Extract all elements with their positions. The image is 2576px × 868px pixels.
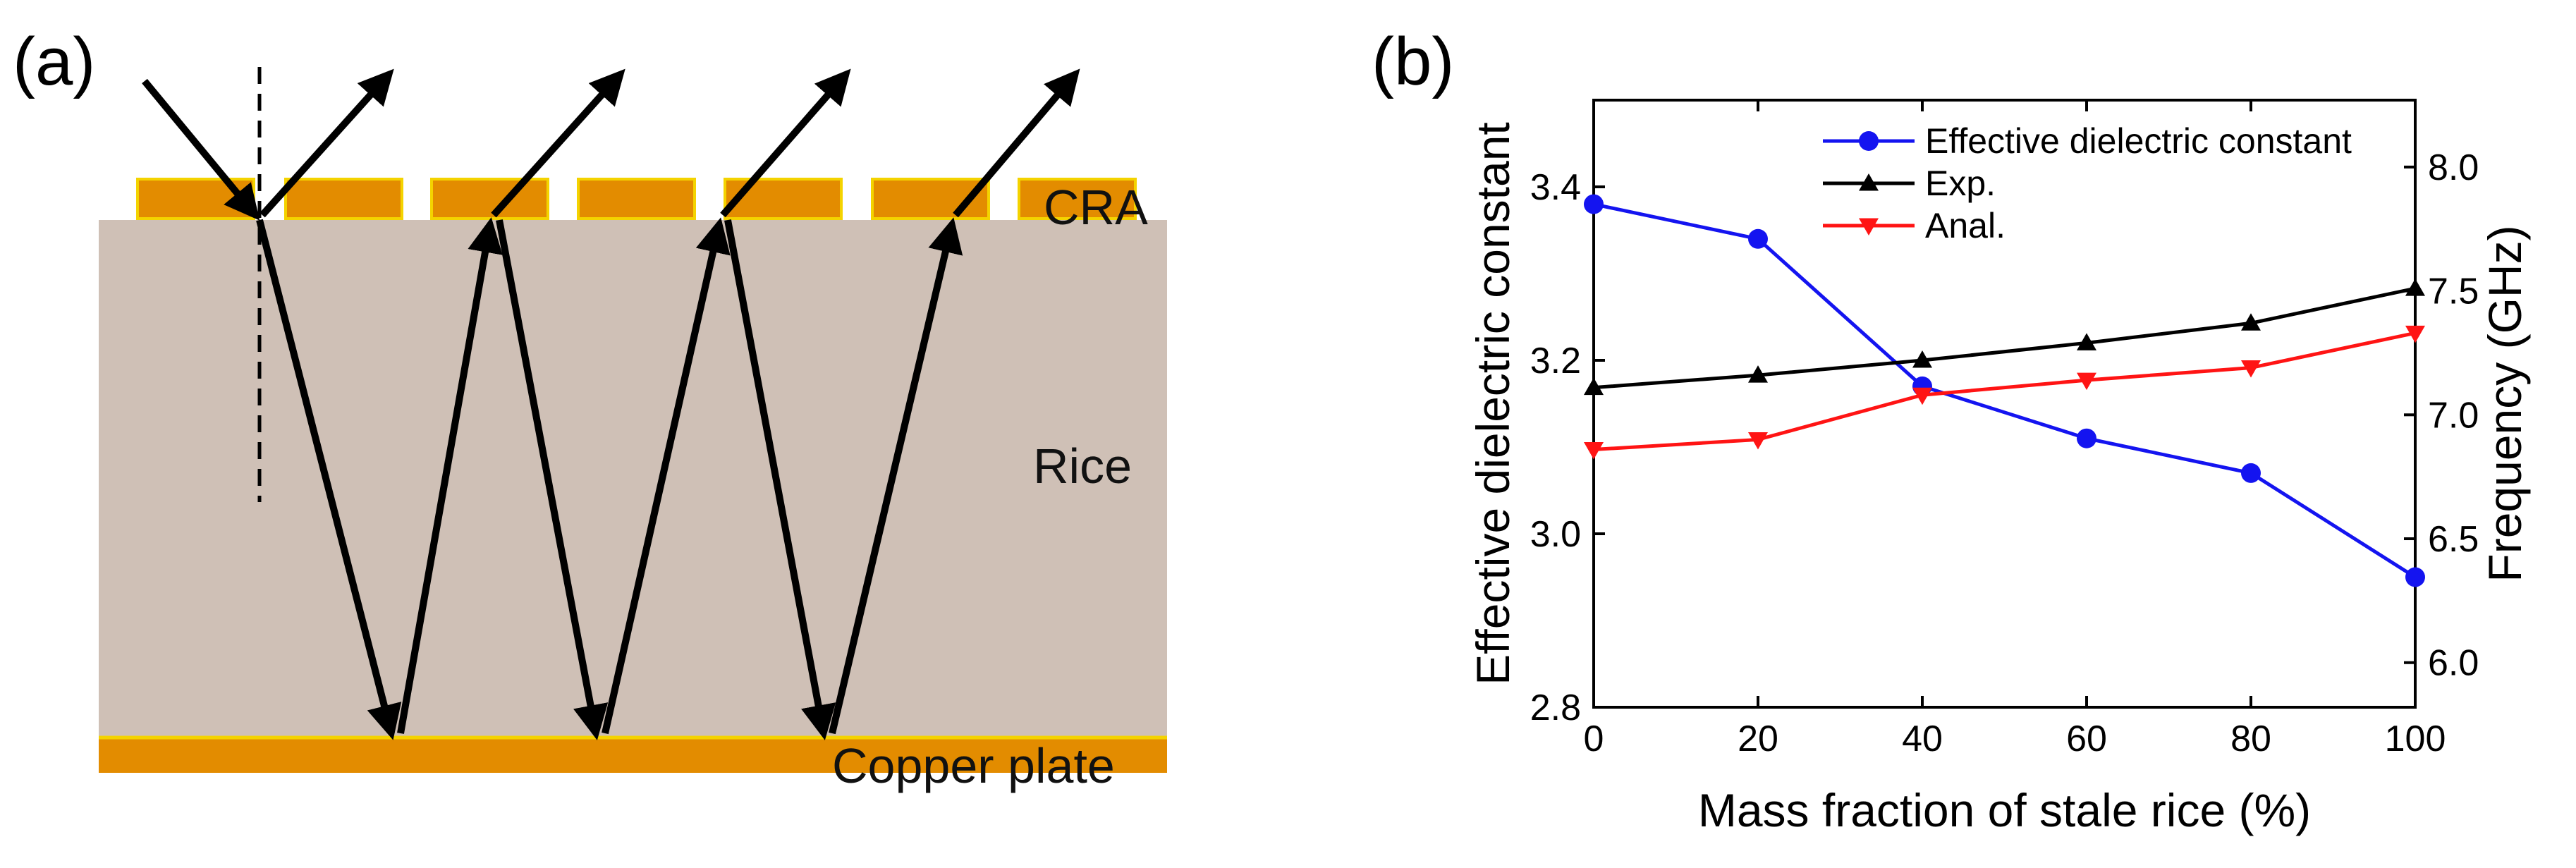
x-tick-label: 80 xyxy=(2230,719,2271,759)
legend-marker-2 xyxy=(1859,218,1879,236)
reflected-ray xyxy=(260,68,394,218)
y2-axis-title: Frequency (GHz) xyxy=(2479,225,2531,582)
legend-marker-1 xyxy=(1859,173,1879,191)
data-point-2 xyxy=(2077,372,2096,391)
y-axis-title: Effective dielectric constant xyxy=(1467,122,1519,685)
refracted-ray xyxy=(724,219,836,740)
x-tick-label: 0 xyxy=(1584,719,1604,759)
panel-b-chart: (b) 0 20 40 60 80 100 2.8 3.0 3.2 3.4 6.0 6.5 7.0 7.5… xyxy=(1372,24,2531,836)
data-point-1 xyxy=(2241,313,2261,331)
x-tick-label: 40 xyxy=(1902,719,1943,759)
legend-label-2: Anal. xyxy=(1925,206,2006,245)
y-tick-label: 3.4 xyxy=(1530,167,1581,208)
plot-frame xyxy=(1592,99,2417,709)
cra-label: CRA xyxy=(1044,180,1148,235)
legend-label-0: Effective dielectric constant xyxy=(1925,121,2352,161)
panel-a-label: (a) xyxy=(13,24,95,99)
y-tick-label: 2.8 xyxy=(1530,687,1581,728)
cra-patch xyxy=(136,178,255,220)
y2-tick-label: 7.5 xyxy=(2428,271,2479,312)
data-point-0 xyxy=(1748,228,1768,249)
transmitted-ray xyxy=(720,68,851,218)
cra-patch xyxy=(577,178,696,220)
data-point-0 xyxy=(2241,463,2261,483)
cra-patch xyxy=(724,178,843,220)
refracted-ray xyxy=(602,217,731,735)
series-line-0 xyxy=(1593,202,2417,579)
data-point-2 xyxy=(2241,360,2261,378)
x-tick-label: 100 xyxy=(2385,719,2446,759)
data-point-0 xyxy=(2405,567,2425,587)
x-tick-label: 20 xyxy=(1738,719,1778,759)
data-point-1 xyxy=(1748,365,1768,383)
refracted-ray xyxy=(496,219,609,740)
data-point-1 xyxy=(2077,333,2096,350)
y2-tick-label: 6.5 xyxy=(2428,519,2479,560)
y2-tick-label: 8.0 xyxy=(2428,147,2479,188)
refracted-ray xyxy=(256,219,402,740)
rice-layer xyxy=(99,220,1167,738)
series-line-1 xyxy=(1593,286,2416,390)
data-point-2 xyxy=(1748,432,1768,450)
rice-label: Rice xyxy=(1033,439,1132,494)
data-point-2 xyxy=(1912,387,1932,405)
cra-patch xyxy=(1018,178,1137,220)
data-point-0 xyxy=(2077,428,2096,448)
transmitted-ray xyxy=(953,68,1080,218)
line-chart: 0 20 40 60 80 100 2.8 3.0 3.2 3.4 6.0 6.5 7.0 7.5 8.0 M… xyxy=(1467,99,2531,836)
legend-marker-0 xyxy=(1859,131,1879,151)
data-point-1 xyxy=(1584,377,1604,396)
data-point-0 xyxy=(1584,194,1604,214)
data-point-1 xyxy=(2405,279,2425,296)
copper-plate-label: Copper plate xyxy=(832,738,1115,793)
refracted-ray xyxy=(397,217,503,734)
data-point-2 xyxy=(1584,442,1604,460)
ray-path xyxy=(142,68,1080,740)
y2-tick-label: 7.0 xyxy=(2428,395,2479,436)
data-point-2 xyxy=(2405,325,2425,343)
refracted-ray xyxy=(829,217,963,735)
y-tick-label: 3.2 xyxy=(1530,341,1581,381)
x-axis-title: Mass fraction of stale rice (%) xyxy=(1698,784,2311,836)
transmitted-ray xyxy=(491,68,625,218)
series-line-2 xyxy=(1593,331,2416,452)
copper-plate xyxy=(99,738,1167,773)
cra-patch xyxy=(430,178,549,220)
panel-b-label: (b) xyxy=(1372,24,1454,99)
y-tick-label: 3.0 xyxy=(1530,514,1581,555)
panel-a-schematic: (a) xyxy=(13,24,1167,793)
data-point-1 xyxy=(1912,350,1932,368)
legend-label-1: Exp. xyxy=(1925,164,1996,203)
cra-patch xyxy=(284,178,403,220)
y2-tick-label: 6.0 xyxy=(2428,643,2479,684)
x-tick-label: 60 xyxy=(2066,719,2107,759)
incident-ray xyxy=(142,78,260,221)
